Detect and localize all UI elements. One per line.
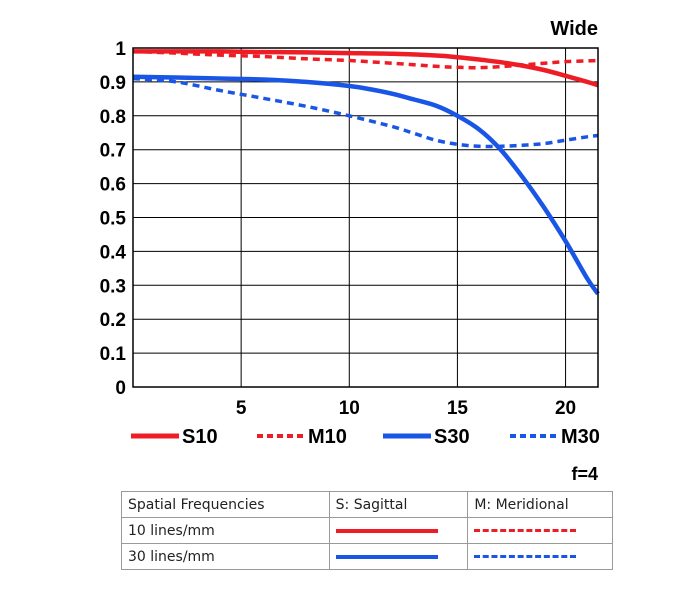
y-tick-label: 0.6 (100, 175, 126, 196)
mtf-chart: Wide 0 0.1 0.2 0.3 0.4 0.5 0.6 0.7 0.8 0.9 1 5 10 15… (100, 18, 600, 484)
key-row-30: 30 lines/mm (121, 543, 613, 570)
y-tick-label: 0.7 (100, 141, 126, 162)
y-tick-label: 0.9 (100, 73, 126, 94)
x-tick-label: 5 (236, 398, 247, 419)
y-tick-label: 0.8 (100, 107, 126, 128)
series-curves (132, 49, 600, 296)
series-line-m10 (132, 49, 599, 70)
key-header-row: Spatial Frequencies S: Sagittal M: Merid… (121, 491, 613, 518)
x-tick-label: 20 (555, 398, 576, 419)
legend-label-m10: M10 (308, 426, 347, 448)
meridional-swatch (474, 529, 577, 532)
meridional-swatch (474, 555, 577, 558)
sagittal-swatch (335, 554, 438, 559)
line-key-table: Spatial Frequencies S: Sagittal M: Merid… (121, 491, 613, 570)
grid-lines (133, 47, 598, 388)
chart-title: Wide (550, 18, 598, 40)
x-tick-labels: 5 10 15 20 (236, 398, 576, 419)
plot-frame (132, 47, 599, 388)
key-row-10: 10 lines/mm (121, 517, 613, 544)
header-spatial-frequencies: Spatial Frequencies (121, 491, 330, 518)
y-tick-label: 0.2 (100, 310, 126, 331)
y-tick-label: 0.5 (100, 209, 127, 230)
legend-label-s30: S30 (434, 426, 470, 448)
sagittal-swatch (335, 528, 438, 533)
series-line-s10 (133, 49, 599, 88)
legend-label-m30: M30 (561, 426, 600, 448)
series-line-s30 (132, 74, 600, 296)
y-tick-labels: 0 0.1 0.2 0.3 0.4 0.5 0.6 0.7 0.8 0.9 1 (100, 39, 127, 399)
y-tick-label: 0.3 (100, 276, 126, 297)
header-meridional: M: Meridional (467, 491, 613, 518)
row-label: 10 lines/mm (121, 517, 330, 544)
y-tick-label: 0.4 (100, 242, 127, 263)
legend-label-s10: S10 (182, 426, 218, 448)
series-line-m30 (132, 76, 599, 149)
y-tick-label: 1 (115, 39, 126, 60)
x-tick-label: 10 (339, 398, 360, 419)
header-sagittal: S: Sagittal (328, 491, 469, 518)
x-tick-label: 15 (447, 398, 469, 419)
legend: S10 M10 S30 M30 (131, 426, 600, 448)
y-tick-label: 0.1 (100, 344, 127, 365)
y-tick-label: 0 (115, 378, 126, 399)
f-number-label: f=4 (571, 464, 598, 484)
row-label: 30 lines/mm (121, 543, 330, 570)
